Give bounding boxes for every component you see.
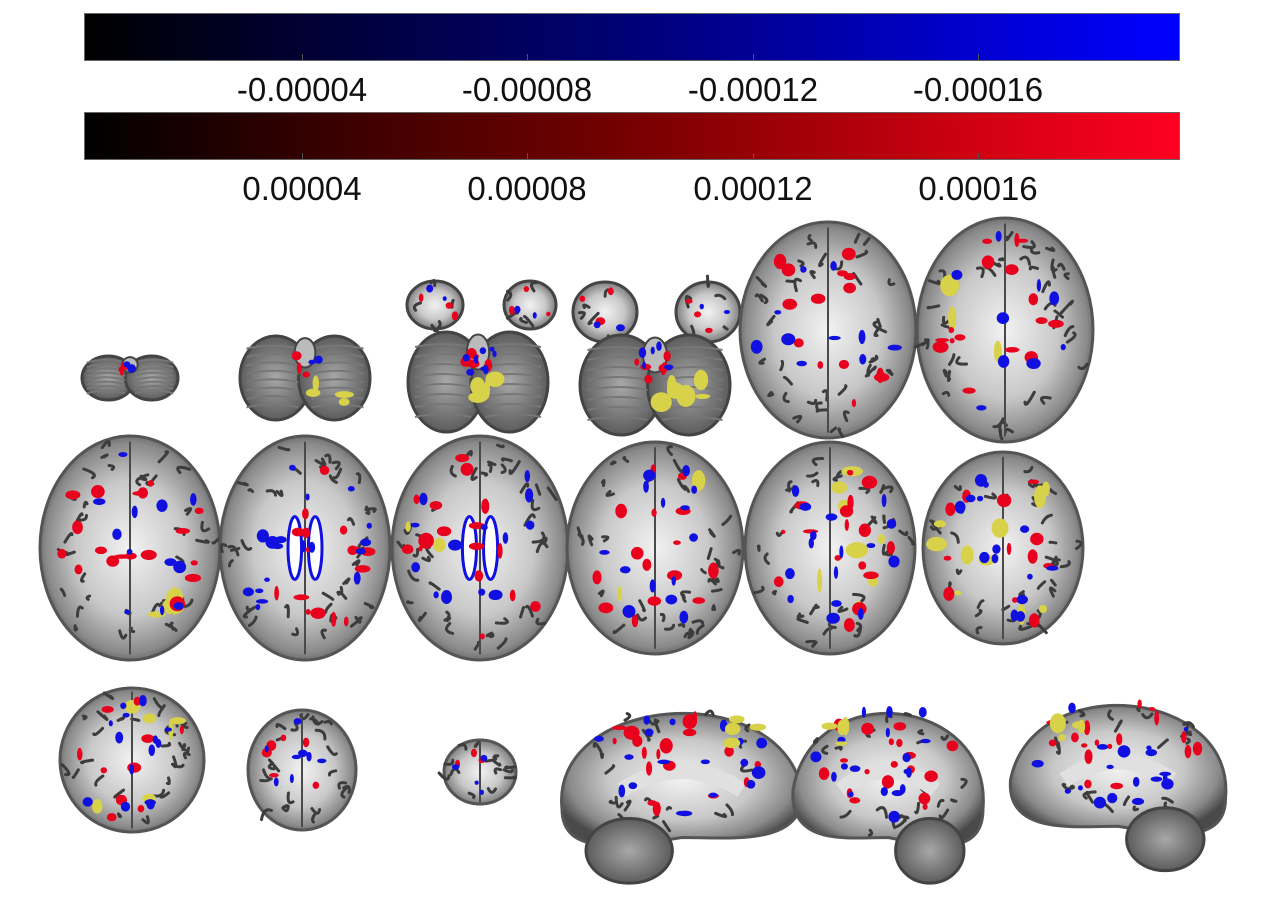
- pos-tick-4: [978, 153, 979, 160]
- neg-tick-label-4: -0.00016: [912, 71, 1044, 108]
- pos-tick-label-2: 0.00008: [467, 170, 587, 207]
- pos-tick-label-1: 0.00004: [242, 170, 362, 207]
- neg-tick-label-3: -0.00012: [687, 71, 819, 108]
- neg-tick-label-2: -0.00008: [461, 71, 593, 108]
- positive-colorbar: [84, 112, 1180, 160]
- pos-tick-label-4: 0.00016: [918, 170, 1038, 207]
- pos-tick-3: [753, 153, 754, 160]
- neg-tick-4: [978, 54, 979, 61]
- neg-tick-1: [302, 54, 303, 61]
- sagittal-slice-1: [560, 711, 804, 847]
- neg-tick-3: [753, 54, 754, 61]
- neg-tick-2: [527, 54, 528, 61]
- pos-tick-label-3: 0.00012: [693, 170, 813, 207]
- pos-tick-2: [527, 153, 528, 160]
- negative-colorbar: [84, 13, 1180, 61]
- neg-tick-label-1: -0.00004: [236, 71, 368, 108]
- pos-tick-1: [302, 153, 303, 160]
- temporal-pole-right-3: [502, 279, 558, 331]
